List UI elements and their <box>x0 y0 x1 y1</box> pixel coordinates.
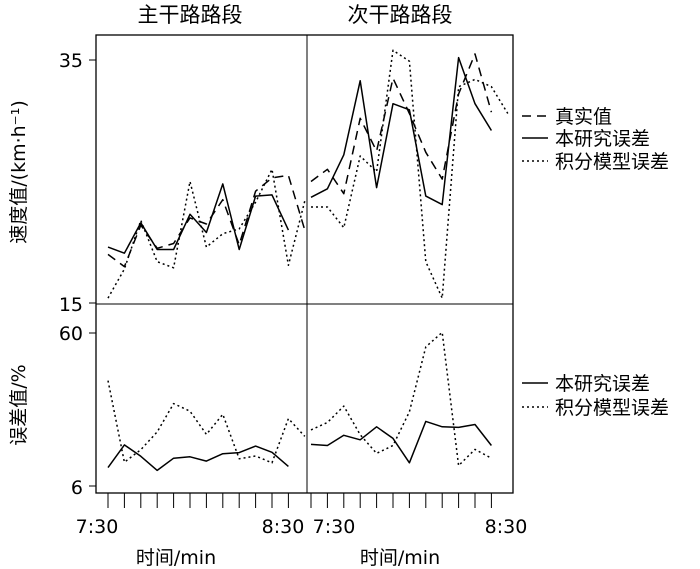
legend-label-integral-error-2: 积分模型误差 <box>555 397 669 419</box>
plot-frame <box>95 34 514 494</box>
y-tick-label-speed-15: 15 <box>59 294 83 316</box>
legend-label-study-error-2: 本研究误差 <box>555 373 650 395</box>
x-tick-marks <box>107 493 492 508</box>
error-panel-0-series-0 <box>107 444 289 472</box>
error-panel-1-series-0 <box>310 420 492 464</box>
speed-panel-0-series-0 <box>107 174 306 268</box>
series-layer <box>107 49 509 472</box>
y-tick-label-speed-35: 35 <box>59 50 83 72</box>
speed-panel-1-series-0 <box>310 53 493 195</box>
legend-label-integral-error: 积分模型误差 <box>555 151 669 173</box>
speed-legend: 真实值 本研究误差 积分模型误差 <box>522 106 669 173</box>
speed-panel-0-series-2 <box>107 168 306 299</box>
speed-panel-1-series-1 <box>310 56 493 206</box>
segment-title-secondary-road: 次干路路段 <box>348 3 453 27</box>
speed-panel-1-series-2 <box>311 49 509 299</box>
speed-panel-0-series-1 <box>107 183 290 254</box>
legend-label-actual: 真实值 <box>555 106 612 128</box>
error-panel-0-series-1 <box>107 380 306 464</box>
speed-axis-title: 速度值/(km·h⁻¹) <box>8 100 30 243</box>
legend-label-study-error: 本研究误差 <box>555 128 650 150</box>
x-axis-title-main: 时间/min <box>136 547 216 569</box>
x-tick-label-secondary-end: 8:30 <box>485 516 528 538</box>
error-panel-1-series-1 <box>310 331 492 467</box>
x-axis-title-secondary: 时间/min <box>360 547 440 569</box>
y-tick-label-error-6: 6 <box>71 477 83 499</box>
error-axis-title: 误差值/% <box>8 364 30 445</box>
error-legend: 本研究误差 积分模型误差 <box>522 373 669 419</box>
x-tick-label-secondary-start: 7:30 <box>313 516 356 538</box>
segment-title-main-road: 主干路路段 <box>138 3 243 27</box>
y-tick-label-error-60: 60 <box>59 323 83 345</box>
x-tick-label-main-end: 8:30 <box>262 516 305 538</box>
x-tick-label-main-start: 7:30 <box>76 516 119 538</box>
